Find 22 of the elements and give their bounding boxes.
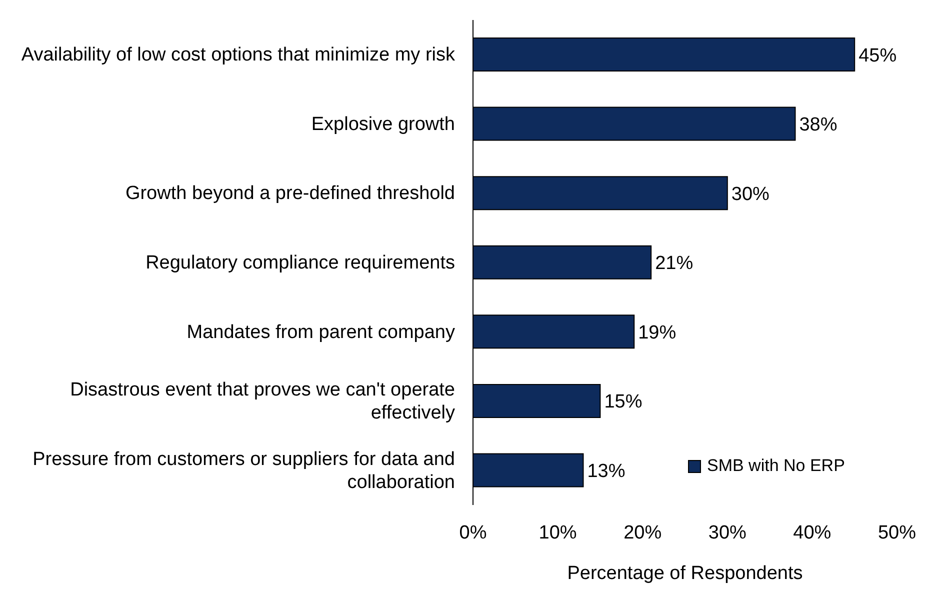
x-tick-label: 10% bbox=[538, 522, 577, 544]
y-tick-label: Regulatory compliance requirements bbox=[146, 252, 455, 273]
data-label: 13% bbox=[587, 460, 626, 482]
data-label: 21% bbox=[655, 253, 694, 274]
x-tick-label: 40% bbox=[793, 522, 832, 544]
y-tick-label: Disastrous event that proves we can't operate effectively bbox=[70, 379, 456, 424]
y-tick-label: Availability of low cost options that minimize my risk bbox=[21, 44, 456, 66]
data-label: 15% bbox=[604, 392, 642, 413]
data-label: 45% bbox=[858, 45, 897, 66]
y-tick-label: Growth beyond a pre-defined threshold bbox=[125, 182, 455, 204]
x-tick-label: 0% bbox=[459, 522, 487, 544]
data-label: 30% bbox=[731, 184, 770, 205]
y-tick-label: Explosive growth bbox=[311, 113, 455, 134]
x-tick-label: 30% bbox=[708, 522, 747, 544]
x-tick-label: 50% bbox=[878, 522, 916, 544]
data-label: 19% bbox=[638, 322, 676, 344]
data-label: 38% bbox=[799, 114, 838, 136]
x-axis-title: Percentage of Respondents bbox=[567, 563, 803, 584]
x-tick-label: 20% bbox=[624, 522, 662, 544]
y-tick-label: Pressure from customers or suppliers for data and collaboration bbox=[32, 448, 455, 492]
legend-label: SMB with No ERP bbox=[706, 456, 846, 476]
y-tick-label: Mandates from parent company bbox=[186, 321, 456, 342]
